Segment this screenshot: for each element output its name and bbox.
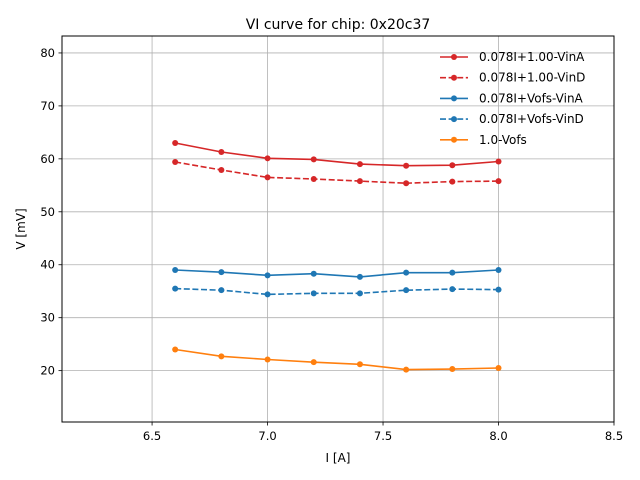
legend-marker bbox=[451, 54, 457, 60]
data-point bbox=[356, 161, 363, 168]
legend-label: 1.0-Vofs bbox=[479, 133, 527, 147]
legend-marker bbox=[451, 136, 457, 143]
data-point bbox=[172, 139, 179, 146]
y-tick-label: 60 bbox=[40, 152, 55, 166]
series-0 bbox=[172, 139, 502, 169]
legend-label: 0.078I+Vofs-VinD bbox=[479, 112, 584, 126]
legend-item: 0.078I+Vofs-VinA bbox=[440, 91, 584, 105]
data-point bbox=[310, 175, 317, 182]
series-lines bbox=[172, 139, 502, 373]
data-point bbox=[356, 178, 363, 185]
y-axis-ticks: 20 30 40 50 60 70 80 bbox=[40, 46, 62, 378]
x-axis-label: I [A] bbox=[326, 451, 351, 465]
series-3 bbox=[172, 285, 502, 298]
data-point bbox=[264, 272, 271, 279]
data-point bbox=[356, 290, 363, 297]
legend: 0.078I+1.00-VinA 0.078I+1.00-VinD 0.078I+V… bbox=[440, 50, 585, 147]
y-tick-label: 20 bbox=[40, 364, 55, 378]
legend-marker bbox=[451, 74, 457, 81]
series-line bbox=[175, 142, 499, 167]
data-point bbox=[449, 178, 456, 185]
data-point bbox=[310, 359, 317, 366]
data-point bbox=[172, 159, 179, 166]
data-point bbox=[264, 291, 271, 298]
legend-label: 0.078I+1.00-VinD bbox=[479, 71, 585, 85]
data-point bbox=[264, 356, 271, 363]
data-point bbox=[218, 287, 225, 294]
data-point bbox=[310, 156, 317, 163]
series-line bbox=[175, 348, 499, 371]
series-2 bbox=[172, 267, 502, 280]
y-tick-label: 50 bbox=[40, 205, 55, 219]
plot-frame bbox=[61, 35, 615, 423]
data-point bbox=[449, 162, 456, 169]
legend-marker bbox=[451, 95, 457, 102]
data-point bbox=[264, 155, 271, 162]
data-point bbox=[403, 269, 410, 276]
data-point bbox=[495, 286, 502, 293]
data-point bbox=[356, 273, 363, 280]
legend-item: 0.078I+1.00-VinA bbox=[440, 50, 585, 64]
chart-title: VI curve for chip: 0x20c37 bbox=[246, 17, 431, 33]
x-tick-label: 8.5 bbox=[605, 429, 623, 443]
series-1 bbox=[172, 159, 502, 187]
data-point bbox=[310, 290, 317, 297]
y-tick-label: 70 bbox=[40, 99, 55, 113]
data-point bbox=[449, 269, 456, 276]
legend-label: 0.078I+Vofs-VinA bbox=[479, 91, 584, 105]
legend-item: 0.078I+1.00-VinD bbox=[440, 71, 585, 85]
data-point bbox=[403, 287, 410, 294]
data-point bbox=[495, 364, 502, 371]
series-line bbox=[175, 161, 499, 185]
data-point bbox=[495, 178, 502, 185]
legend-item: 1.0-Vofs bbox=[440, 133, 527, 147]
legend-marker bbox=[451, 116, 457, 123]
data-point bbox=[495, 158, 502, 165]
y-tick-label: 30 bbox=[40, 311, 55, 325]
data-point bbox=[172, 346, 179, 353]
data-point bbox=[495, 267, 502, 274]
legend-label: 0.078I+1.00-VinA bbox=[479, 50, 585, 64]
y-tick-label: 40 bbox=[40, 258, 55, 272]
series-4 bbox=[172, 346, 502, 373]
data-point bbox=[403, 366, 410, 373]
series-line bbox=[175, 269, 499, 278]
legend-item: 0.078I+Vofs-VinD bbox=[440, 112, 584, 126]
data-point bbox=[218, 269, 225, 276]
x-tick-label: 8.0 bbox=[489, 429, 507, 443]
x-tick-label: 6.5 bbox=[143, 429, 161, 443]
data-point bbox=[264, 174, 271, 181]
data-point bbox=[403, 162, 410, 169]
x-axis-ticks: 6.5 7.0 7.5 8.0 8.5 bbox=[143, 422, 623, 443]
series-line bbox=[175, 287, 499, 296]
data-point bbox=[403, 180, 410, 187]
x-tick-label: 7.0 bbox=[258, 429, 276, 443]
data-point bbox=[172, 285, 179, 292]
data-point bbox=[449, 286, 456, 293]
data-point bbox=[218, 148, 225, 155]
data-point bbox=[218, 353, 225, 360]
y-axis-label: V [mV] bbox=[14, 208, 28, 249]
data-point bbox=[356, 361, 363, 368]
data-point bbox=[218, 166, 225, 173]
data-point bbox=[310, 270, 317, 277]
x-tick-label: 7.5 bbox=[374, 429, 392, 443]
data-point bbox=[172, 267, 179, 274]
data-point bbox=[449, 366, 456, 373]
y-tick-label: 80 bbox=[40, 46, 55, 60]
